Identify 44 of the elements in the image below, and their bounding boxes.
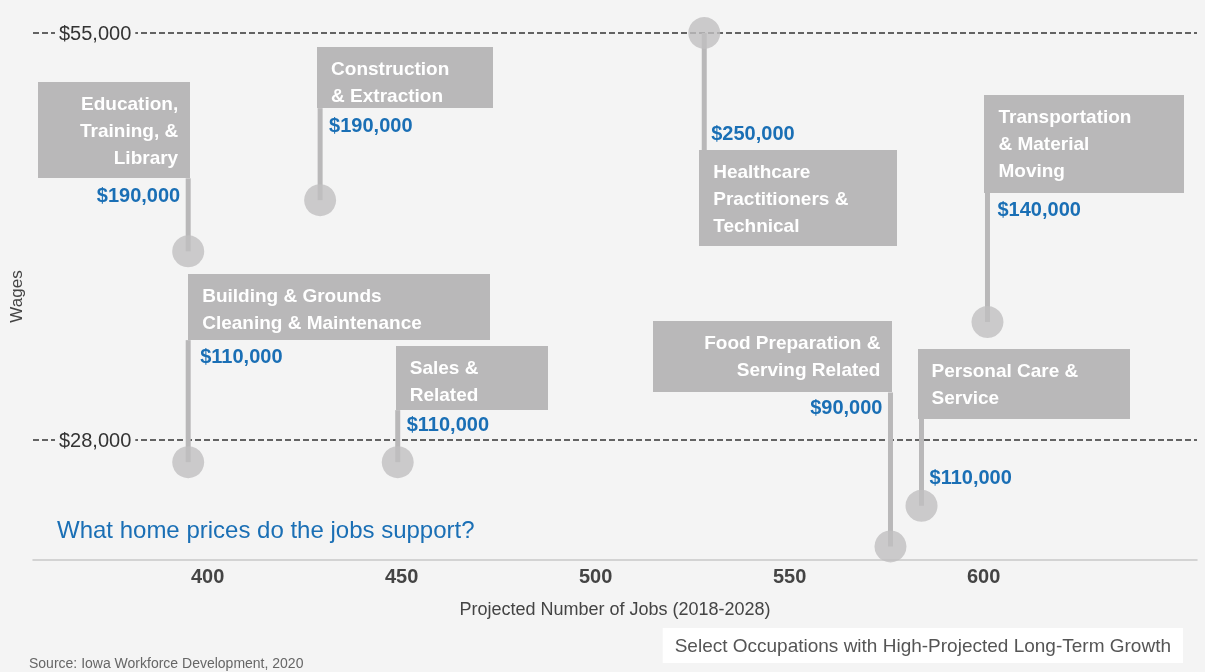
point — [304, 184, 337, 217]
y-tick-label: $28,000 — [59, 428, 132, 451]
annotation: $190,000 — [329, 113, 413, 137]
callout-box: Building & Grounds Cleaning & Maintenance — [188, 274, 491, 341]
text: What home prices do the jobs support? — [57, 515, 475, 543]
callout-box: Education, Training, & Library — [38, 82, 191, 179]
point — [688, 17, 721, 49]
y-axis-title: Wages — [7, 270, 26, 323]
point — [874, 530, 907, 563]
point — [381, 446, 414, 479]
callout-box: Healthcare Practitioners & Technical — [699, 150, 898, 246]
point — [971, 306, 1004, 339]
x-tick-label: 400 — [190, 565, 225, 587]
annotation: $90,000 — [810, 395, 883, 419]
x-tick-label: 550 — [772, 565, 807, 587]
annotation: $250,000 — [711, 121, 795, 145]
point — [905, 489, 938, 522]
x-axis-title: Projected Number of Jobs (2018-2028) — [459, 599, 771, 619]
x-tick-label: 600 — [966, 565, 1001, 587]
annotation: $110,000 — [406, 412, 490, 436]
annotation: $190,000 — [96, 183, 181, 207]
annotation: Construction & Extraction — [331, 57, 451, 109]
annotation: Sales & Related — [409, 356, 480, 408]
point — [172, 235, 205, 268]
text: Select Occupations with High-Projected Long-Term Growth — [674, 635, 1172, 656]
annotation: Education, Training, & Library — [79, 92, 179, 171]
annotation: Building & Grounds Cleaning & Maintenance — [202, 284, 423, 336]
source-note: Source: Iowa Workforce Development, 2020 — [29, 655, 304, 671]
annotation: $140,000 — [997, 197, 1081, 221]
callout-box: Sales & Related — [395, 346, 548, 411]
x-tick-label: 500 — [578, 565, 613, 587]
y-tick-label: $55,000 — [59, 22, 132, 44]
annotation: $110,000 — [200, 344, 283, 368]
annotation: Transportation & Material Moving — [998, 105, 1133, 184]
annotation: Food Preparation & Serving Related — [703, 331, 881, 383]
callout-box: Construction & Extraction — [317, 47, 494, 109]
x-tick-label: 450 — [384, 565, 419, 587]
callout-box: Transportation & Material Moving — [984, 95, 1185, 194]
callout-box: Food Preparation & Serving Related — [653, 321, 893, 393]
annotation: Healthcare Practitioners & Technical — [713, 160, 850, 238]
annotation: $110,000 — [929, 465, 1012, 489]
annotation: Personal Care & Service — [931, 358, 1080, 410]
point — [172, 446, 205, 479]
callout-box: Personal Care & Service — [917, 348, 1130, 419]
